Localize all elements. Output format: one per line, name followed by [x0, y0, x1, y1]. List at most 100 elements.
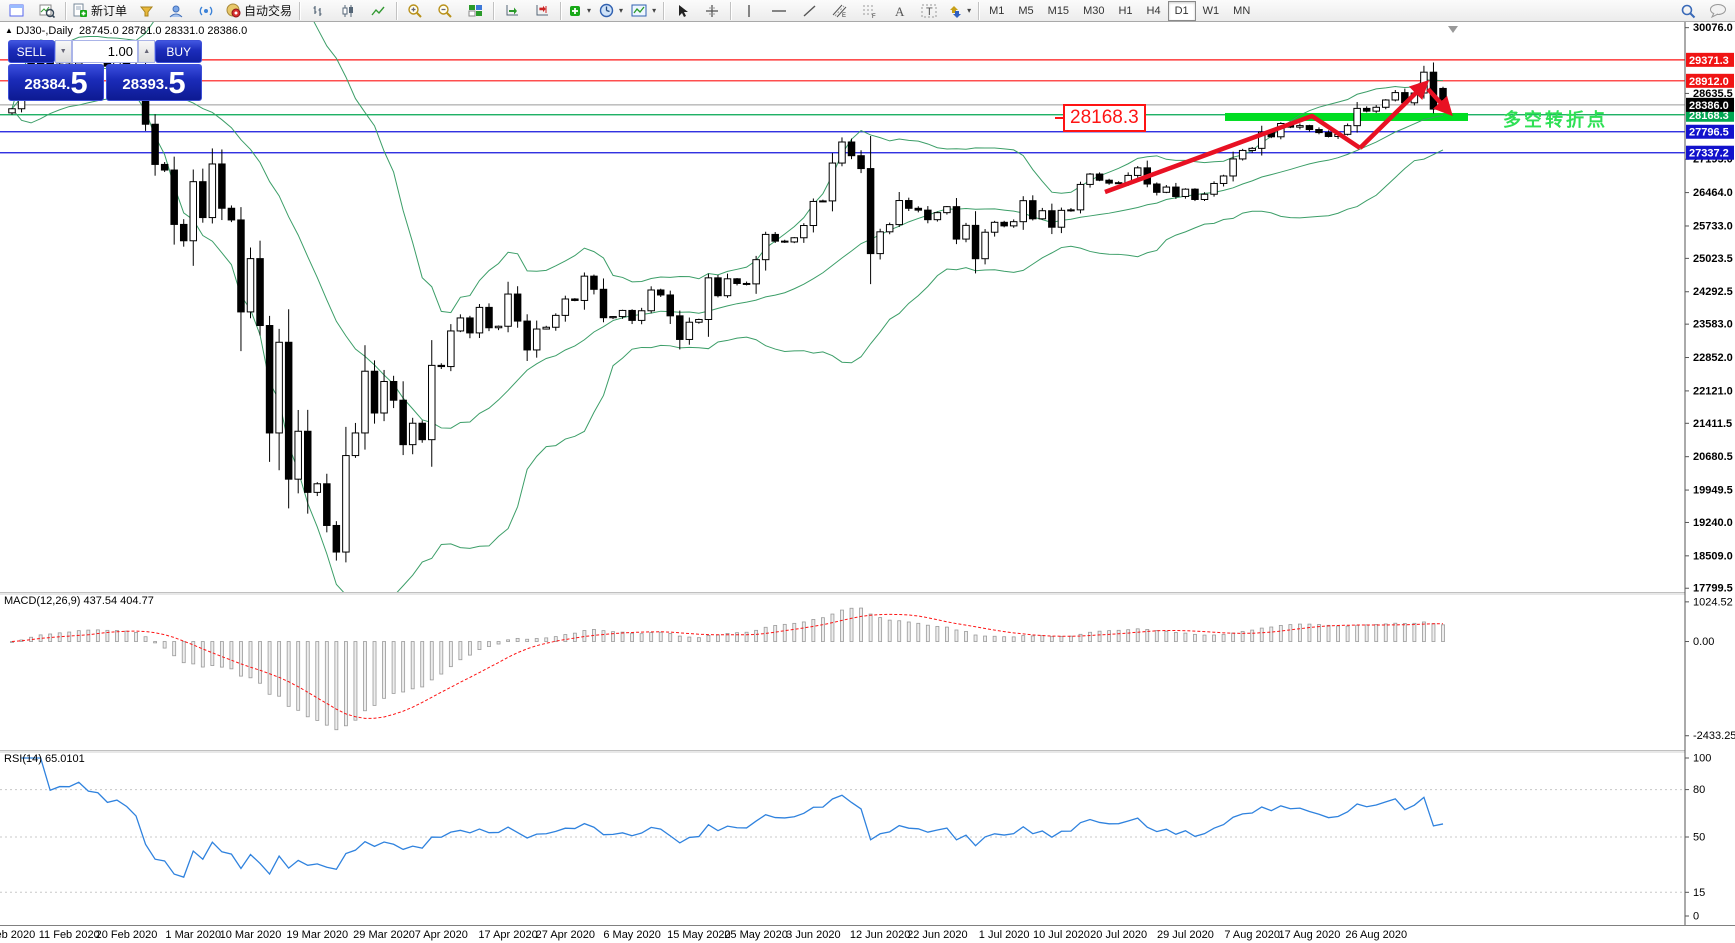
svg-text:0: 0 [1693, 911, 1699, 923]
timeframe-w1[interactable]: W1 [1202, 4, 1220, 17]
svg-text:26464.0: 26464.0 [1693, 187, 1733, 199]
dropdown-caret: ▾ [652, 6, 657, 15]
date-axis-label: 17 Apr 2020 [478, 929, 538, 941]
funnel-button[interactable] [131, 0, 161, 22]
date-axis-label: 26 Aug 2020 [1345, 929, 1408, 941]
date-axis-label: 29 Jul 2020 [1156, 929, 1214, 941]
timeframe-h1[interactable]: H1 [1118, 4, 1133, 17]
date-axis-label: 20 Feb 2020 [95, 929, 158, 941]
sell-button[interactable]: SELL [8, 40, 55, 63]
periods-button[interactable]: ▾ [595, 0, 627, 22]
svg-text:-2433.25: -2433.25 [1693, 730, 1735, 742]
date-axis-label: 29 Mar 2020 [353, 929, 415, 941]
candlestick-chart-button[interactable] [333, 0, 363, 22]
buy-button[interactable]: BUY [155, 40, 202, 63]
date-axis-label: 1 Mar 2020 [165, 929, 222, 941]
crosshair-button[interactable] [697, 0, 727, 22]
toolbar-separator [978, 1, 980, 20]
date-axis-label: 27 Apr 2020 [535, 929, 595, 941]
horizontal-line-button[interactable] [764, 0, 794, 22]
symbol-triangle-icon: ▲ [5, 26, 13, 35]
timeframe-m30[interactable]: M30 [1083, 4, 1105, 17]
buy-price-display[interactable]: 28393. 5 [106, 64, 202, 101]
ohlc-values: 28745.0 28781.0 28331.0 28386.0 [78, 25, 248, 37]
timeframe-m5[interactable]: M5 [1018, 4, 1034, 17]
date-axis-label: 22 Jun 2020 [907, 929, 968, 941]
text-label-button[interactable]: T [914, 0, 944, 22]
timeframe-d1[interactable]: D1 [1167, 0, 1196, 21]
svg-text:22852.0: 22852.0 [1693, 352, 1733, 364]
text-button[interactable]: A [884, 0, 914, 22]
macd-indicator-pane[interactable]: 1024.52 0.00 -2433.25 [0, 592, 1735, 750]
trend-arrow-up-annotation [1358, 80, 1430, 150]
main-toolbar: 新订单 自动交易 ▾ [0, 0, 1735, 22]
svg-text:15: 15 [1693, 887, 1705, 899]
svg-text:50: 50 [1693, 832, 1705, 844]
fibonacci-button[interactable]: F [854, 0, 884, 22]
signals-button[interactable] [191, 0, 221, 22]
timeframe-m15[interactable]: M15 [1047, 4, 1070, 17]
main-price-chart[interactable]: 30076.028635.527195.026464.025733.025023… [0, 22, 1735, 592]
new-order-label: 新订单 [91, 4, 128, 18]
date-axis-label: 15 May 2020 [667, 929, 731, 941]
date-axis-label: 10 Jul 2020 [1032, 929, 1090, 941]
svg-text:17799.5: 17799.5 [1693, 583, 1733, 592]
date-axis-label: 7 Apr 2020 [414, 929, 468, 941]
svg-text:25733.0: 25733.0 [1693, 220, 1733, 232]
zoom-in-button[interactable] [400, 0, 430, 22]
volume-decrease-button[interactable]: ▼ [54, 40, 72, 63]
autotrade-button[interactable]: 自动交易 [221, 0, 296, 22]
toolbar-separator [396, 1, 398, 20]
svg-text:A: A [895, 4, 905, 18]
templates-button[interactable]: ▾ [627, 0, 660, 22]
auto-scroll-button[interactable] [497, 0, 527, 22]
rsi-indicator-pane[interactable]: 100 80 50 15 0 [0, 750, 1735, 925]
bar-chart-button[interactable] [303, 0, 333, 22]
volume-input[interactable] [72, 40, 138, 63]
toolbar-separator [493, 1, 495, 20]
macd-label: MACD(12,26,9) 437.54 404.77 [4, 595, 154, 607]
equidistant-channel-button[interactable]: E [824, 0, 854, 22]
date-axis-label: 17 Aug 2020 [1278, 929, 1341, 941]
line-chart-button[interactable] [363, 0, 393, 22]
sell-price-display[interactable]: 28384. 5 [8, 64, 104, 101]
vertical-line-button[interactable] [734, 0, 764, 22]
buy-price-small-digits: 28393. [122, 76, 169, 93]
trend-zigzag-annotation [1104, 113, 1362, 195]
trendline-button[interactable] [794, 0, 824, 22]
community-button[interactable] [161, 0, 191, 22]
turning-point-text[interactable]: 多空转折点 [1503, 110, 1608, 130]
svg-text:19240.0: 19240.0 [1693, 517, 1733, 529]
new-order-button[interactable]: 新订单 [69, 0, 131, 22]
chat-icon[interactable] [1703, 0, 1733, 22]
zoom-out-button[interactable] [430, 0, 460, 22]
svg-text:18509.0: 18509.0 [1693, 550, 1733, 562]
svg-text:E: E [842, 13, 846, 18]
tile-windows-button[interactable] [460, 0, 490, 22]
svg-text:28635.5: 28635.5 [1693, 88, 1733, 100]
new-chart-button[interactable] [2, 0, 32, 22]
date-axis-label: 6 May 2020 [603, 929, 661, 941]
cursor-button[interactable] [667, 0, 697, 22]
svg-text:25023.5: 25023.5 [1693, 253, 1733, 265]
svg-text:29371.3: 29371.3 [1689, 55, 1729, 67]
chart-shift-button[interactable] [527, 0, 557, 22]
autotrade-label: 自动交易 [244, 4, 293, 18]
price-callout-label[interactable]: 28168.3 [1055, 104, 1146, 132]
date-axis-label: 10 Mar 2020 [219, 929, 282, 941]
indicators-button[interactable]: ▾ [564, 0, 595, 22]
toolbar-separator [730, 1, 732, 20]
svg-text:0.00: 0.00 [1693, 636, 1714, 648]
timeframe-h4[interactable]: H4 [1146, 4, 1161, 17]
arrows-button[interactable]: ▾ [944, 0, 975, 22]
volume-increase-button[interactable]: ▲ [138, 40, 156, 63]
timeframe-m1[interactable]: M1 [989, 4, 1005, 17]
svg-text:27796.5: 27796.5 [1689, 127, 1729, 139]
search-icon[interactable] [1673, 0, 1703, 22]
date-axis-label: 12 Jun 2020 [849, 929, 911, 941]
chart-profiles-button[interactable] [32, 0, 62, 22]
timeframe-mn[interactable]: MN [1233, 4, 1251, 17]
chart-title: ▲ DJ30-,Daily 28745.0 28781.0 28331.0 28… [5, 25, 247, 37]
